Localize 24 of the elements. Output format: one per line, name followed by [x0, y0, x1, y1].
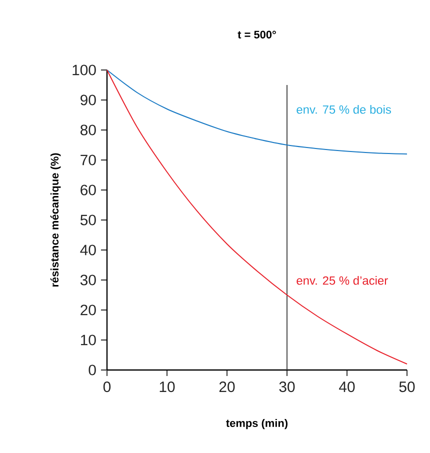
- x-tick-label: 40: [339, 382, 355, 392]
- y-axis-title: résistance mécanique (%): [50, 153, 61, 287]
- annotation: env. 25 % d’acier: [296, 276, 388, 285]
- x-axis-title: temps (min): [226, 418, 288, 430]
- x-tick-label: 50: [399, 382, 415, 392]
- y-tick-label: 100: [72, 64, 96, 76]
- y-tick-label: 70: [80, 154, 96, 166]
- chart-title: t = 500°: [238, 30, 276, 38]
- y-tick-label: 50: [80, 214, 96, 226]
- y-tick-label: 60: [80, 184, 96, 196]
- y-tick-label: 0: [88, 364, 96, 376]
- x-tick-label: 10: [160, 382, 175, 392]
- annotation: env. 75 % de bois: [296, 105, 392, 114]
- x-tick-label: 30: [279, 382, 295, 392]
- y-tick-label: 20: [80, 304, 96, 316]
- x-tick-label: 20: [219, 382, 235, 392]
- line-series: [106, 69, 408, 364]
- y-tick-label: 90: [80, 94, 96, 106]
- y-tick-label: 30: [80, 274, 96, 286]
- x-tick-label: 0: [103, 382, 111, 392]
- y-tick-label: 40: [80, 244, 96, 256]
- y-tick-label: 80: [80, 124, 96, 136]
- line-series: [106, 69, 408, 154]
- y-tick-label: 10: [81, 334, 96, 346]
